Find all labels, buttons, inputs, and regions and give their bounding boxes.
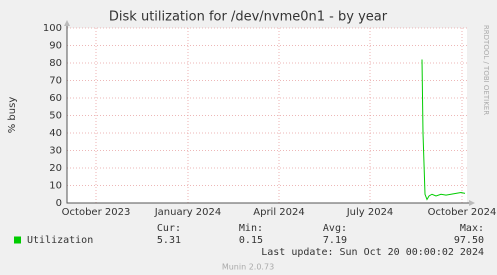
summary-header: Min:: [239, 223, 263, 234]
y-tick-label: 50: [49, 111, 62, 122]
summary-value: 5.31: [157, 235, 181, 246]
y-tick-label: 10: [49, 181, 62, 192]
y-tick-label: 30: [49, 146, 62, 157]
x-tick-label: October 2024: [428, 207, 497, 218]
summary-value: 7.19: [323, 235, 347, 246]
y-tick-label: 20: [49, 163, 62, 174]
summary-header: Max:: [460, 223, 484, 234]
axis: [66, 22, 473, 204]
x-tick-label: October 2023: [62, 207, 131, 218]
y-tick-label: 0: [56, 198, 62, 209]
y-tick-label: 100: [43, 23, 62, 34]
summary-header: Cur:: [157, 223, 181, 234]
x-tick-label: April 2024: [253, 207, 304, 218]
y-tick-label: 90: [49, 41, 62, 52]
summary-value: 0.15: [239, 235, 263, 246]
y-axis-label: % busy: [7, 97, 18, 134]
legend-label: Utilization: [27, 235, 93, 246]
y-tick-label: 60: [49, 93, 62, 104]
x-tick-label: January 2024: [154, 207, 222, 218]
y-tick-label: 80: [49, 58, 62, 69]
summary-value: 97.50: [454, 235, 484, 246]
chart-title: Disk utilization for /dev/nvme0n1 - by y…: [109, 10, 388, 25]
summary-header: Avg:: [323, 223, 347, 234]
x-tick-label: July 2024: [346, 207, 394, 218]
legend-swatch: [14, 236, 21, 244]
footer: Munin 2.0.73: [222, 263, 274, 272]
y-tick-label: 70: [49, 76, 62, 87]
y-tick-label: 40: [49, 128, 62, 139]
last-update: Last update: Sun Oct 20 00:00:02 2024: [261, 247, 484, 258]
data-line: [421, 59, 466, 201]
watermark: RRDTOOL / TOBI OETIKER: [482, 25, 490, 115]
